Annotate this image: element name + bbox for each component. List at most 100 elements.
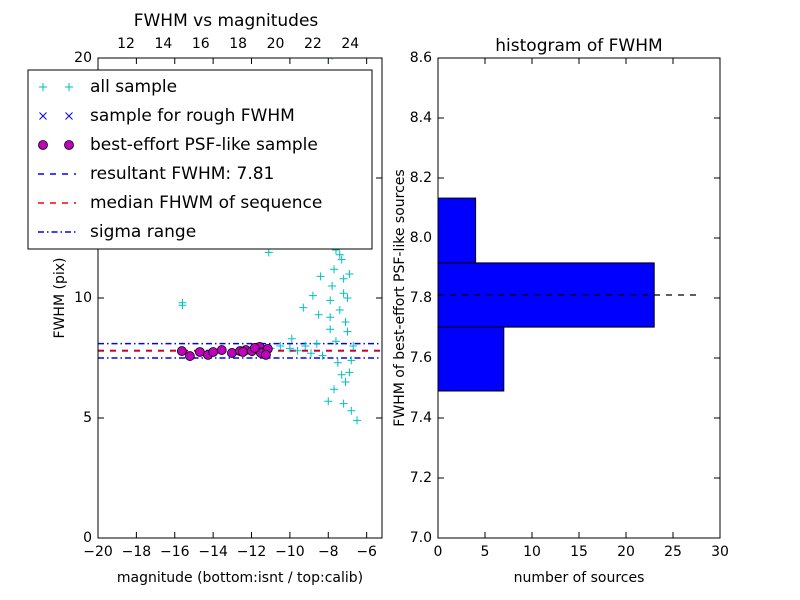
point	[353, 416, 362, 425]
point	[276, 342, 285, 350]
point	[318, 351, 327, 360]
x-tick-label: −18	[122, 544, 152, 560]
point	[326, 325, 335, 334]
x-tick-label: −8	[318, 544, 339, 560]
y-axis-label: FWHM of best-effort PSF-like sources	[392, 169, 408, 426]
legend-marker	[65, 112, 73, 120]
axes-frame	[437, 57, 721, 539]
bar	[437, 197, 477, 264]
point	[330, 265, 339, 274]
point	[249, 343, 260, 353]
point	[337, 255, 346, 264]
point	[347, 406, 356, 415]
legend-label: resultant FWHM: 7.81	[90, 164, 274, 184]
y-tick-label: 7.6	[410, 350, 432, 366]
axes-frame	[97, 57, 383, 539]
point	[299, 303, 308, 312]
point	[194, 347, 205, 357]
x-tick-label: 0	[434, 544, 443, 560]
x-axis-label: number of sources	[514, 570, 645, 586]
x-axis-label: magnitude (bottom:isnt / top:calib)	[117, 570, 363, 586]
legend-marker	[64, 140, 74, 150]
y-tick-label: 8.2	[410, 170, 432, 186]
point	[343, 294, 352, 302]
point	[227, 348, 237, 358]
legend-marker	[39, 83, 47, 91]
x-tick-label: −6	[356, 544, 377, 560]
point	[301, 342, 310, 350]
y-axis-label: FWHM (pix)	[52, 258, 68, 339]
point	[335, 306, 344, 314]
point	[293, 346, 302, 355]
y-tick-label: 8.0	[410, 230, 432, 246]
bar	[437, 326, 505, 392]
point	[345, 270, 354, 278]
x-tick-label: −14	[198, 544, 228, 560]
point	[264, 248, 273, 257]
point	[339, 289, 348, 298]
y-tick-label: 7.8	[410, 290, 432, 306]
point	[208, 347, 219, 357]
point	[341, 378, 350, 386]
legend-label: sample for rough FWHM	[90, 106, 295, 126]
x-tick-label: 15	[570, 544, 588, 560]
point	[216, 345, 227, 355]
point	[347, 356, 356, 365]
y-tick-label: 5	[83, 410, 92, 426]
point	[343, 327, 352, 336]
point	[314, 310, 323, 319]
point	[337, 370, 346, 379]
x-tick-label: 10	[523, 544, 541, 560]
x-tick-label: −20	[83, 544, 113, 560]
y-tick-label: 8.4	[410, 110, 432, 126]
top-tick-label: 12	[117, 36, 135, 52]
point	[333, 358, 342, 367]
point	[261, 349, 271, 360]
chart-title: histogram of FWHM	[495, 36, 662, 56]
legend-label: sigma range	[90, 222, 196, 242]
top-tick-label: 16	[192, 36, 210, 52]
point	[316, 272, 325, 281]
x-tick-label: 20	[617, 544, 635, 560]
y-tick-label: 20	[74, 50, 92, 66]
point	[312, 339, 321, 348]
legend-marker	[38, 140, 48, 150]
y-tick-label: 7.4	[410, 410, 432, 426]
legend-marker	[39, 112, 47, 120]
legend-label: all sample	[90, 77, 177, 97]
point	[331, 337, 340, 346]
chart-title: FWHM vs magnitudes	[134, 11, 319, 31]
y-tick-label: 8.6	[410, 50, 432, 66]
point	[335, 250, 344, 259]
legend-box	[27, 69, 373, 250]
point	[176, 346, 187, 356]
top-tick-label: 22	[304, 36, 322, 52]
point	[285, 344, 294, 353]
point	[341, 318, 350, 326]
point	[328, 282, 337, 290]
x-tick-label: 25	[664, 544, 682, 560]
plot-area	[98, 58, 382, 425]
x-tick-label: −10	[275, 544, 305, 560]
point	[287, 334, 296, 343]
point	[237, 347, 248, 357]
point	[178, 301, 187, 310]
point	[185, 351, 195, 361]
point	[326, 296, 335, 305]
y-tick-label: 7.2	[410, 470, 432, 486]
legend-marker	[65, 83, 73, 91]
y-tick-label: 0	[83, 530, 92, 546]
y-tick-label: 7.0	[410, 530, 432, 546]
x-tick-label: 5	[481, 544, 490, 560]
point	[326, 313, 335, 322]
legend-label: best-effort PSF-like sample	[90, 135, 318, 155]
y-tick-label: 10	[74, 290, 92, 306]
top-tick-label: 14	[154, 36, 172, 52]
point	[345, 368, 354, 377]
legend-label: median FHWM of sequence	[90, 193, 322, 213]
point	[307, 349, 315, 358]
point	[330, 385, 339, 394]
top-tick-label: 18	[229, 36, 247, 52]
point	[324, 397, 333, 406]
x-tick-label: 30	[711, 544, 729, 560]
